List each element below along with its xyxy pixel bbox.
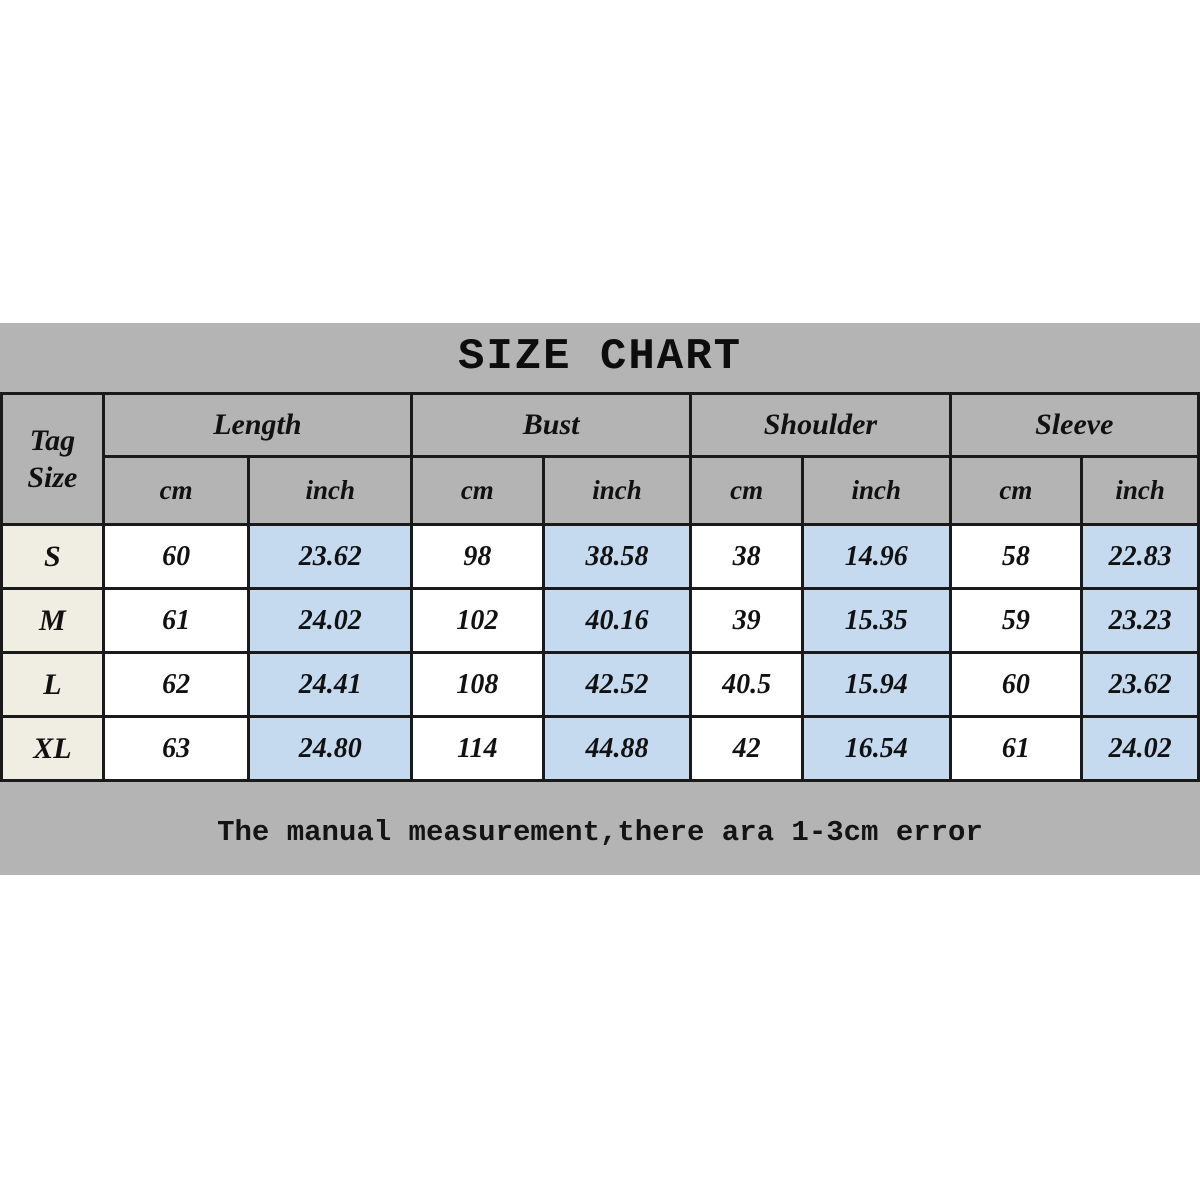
table-row-s: S 60 23.62 98 38.58 38 14.96 58 22.83 — [0, 523, 1200, 590]
size-chart-table: Tag Size Length Bust Shoulder Sleeve cm … — [0, 392, 1200, 782]
cell-shoulder-inch: 14.96 — [800, 523, 952, 590]
bust-cm-header: cm — [410, 455, 545, 526]
measurement-error-note: The manual measurement,there ara 1-3cm e… — [217, 816, 983, 849]
table-row-m: M 61 24.02 102 40.16 39 15.35 59 23.23 — [0, 587, 1200, 654]
cell-bust-inch: 38.58 — [541, 523, 693, 590]
row-label-m: M — [0, 587, 105, 654]
cell-sleeve-cm: 59 — [948, 587, 1084, 654]
cell-length-inch: 23.62 — [247, 523, 413, 590]
table-row-l: L 62 24.41 108 42.52 40.5 15.94 60 23.62 — [0, 651, 1200, 718]
cell-length-inch: 24.02 — [247, 587, 413, 654]
cell-sleeve-cm: 60 — [948, 651, 1084, 718]
table-row-xl: XL 63 24.80 114 44.88 42 16.54 61 24.02 — [0, 715, 1200, 782]
cell-length-cm: 63 — [101, 715, 251, 782]
cell-shoulder-inch: 15.94 — [800, 651, 952, 718]
cell-sleeve-inch: 24.02 — [1080, 715, 1200, 782]
cell-shoulder-cm: 38 — [689, 523, 804, 590]
group-header-length: Length — [101, 392, 414, 458]
cell-sleeve-cm: 61 — [948, 715, 1084, 782]
cell-bust-cm: 114 — [410, 715, 545, 782]
length-inch-header: inch — [247, 455, 413, 526]
cell-length-cm: 60 — [101, 523, 251, 590]
cell-length-inch: 24.80 — [247, 715, 413, 782]
cell-bust-cm: 102 — [410, 587, 545, 654]
cell-bust-cm: 108 — [410, 651, 545, 718]
cell-shoulder-cm: 42 — [689, 715, 804, 782]
size-chart-title: SIZE CHART — [457, 332, 743, 382]
length-cm-header: cm — [101, 455, 251, 526]
group-header-bust: Bust — [409, 392, 693, 458]
group-header-shoulder: Shoulder — [689, 392, 952, 458]
cell-length-cm: 62 — [101, 651, 251, 718]
table-unit-header-row: cm inch cm inch cm inch cm inch — [2, 455, 1200, 526]
row-label-xl: XL — [0, 715, 105, 782]
cell-sleeve-inch: 22.83 — [1080, 523, 1200, 590]
sleeve-inch-header: inch — [1080, 455, 1200, 526]
cell-bust-inch: 44.88 — [541, 715, 693, 782]
cell-bust-inch: 42.52 — [541, 651, 693, 718]
cell-length-inch: 24.41 — [247, 651, 413, 718]
row-label-l: L — [0, 651, 105, 718]
shoulder-cm-header: cm — [689, 455, 804, 526]
cell-sleeve-cm: 58 — [948, 523, 1084, 590]
cell-shoulder-inch: 15.35 — [800, 587, 952, 654]
cell-sleeve-inch: 23.23 — [1080, 587, 1200, 654]
sleeve-cm-header: cm — [948, 455, 1084, 526]
cell-shoulder-cm: 39 — [689, 587, 804, 654]
bust-inch-header: inch — [541, 455, 693, 526]
tag-size-header-cell: Tag Size — [0, 392, 105, 526]
row-label-s: S — [0, 523, 105, 590]
cell-bust-inch: 40.16 — [541, 587, 693, 654]
cell-sleeve-inch: 23.62 — [1080, 651, 1200, 718]
cell-shoulder-cm: 40.5 — [689, 651, 804, 718]
tag-size-line2: Size — [27, 461, 78, 494]
cell-shoulder-inch: 16.54 — [800, 715, 952, 782]
shoulder-inch-header: inch — [800, 455, 952, 526]
table-group-header-row: Tag Size Length Bust Shoulder Sleeve — [0, 392, 1200, 526]
cell-bust-cm: 98 — [410, 523, 545, 590]
cell-length-cm: 61 — [101, 587, 251, 654]
tag-size-line1: Tag — [29, 423, 76, 457]
group-header-sleeve: Sleeve — [948, 392, 1200, 458]
